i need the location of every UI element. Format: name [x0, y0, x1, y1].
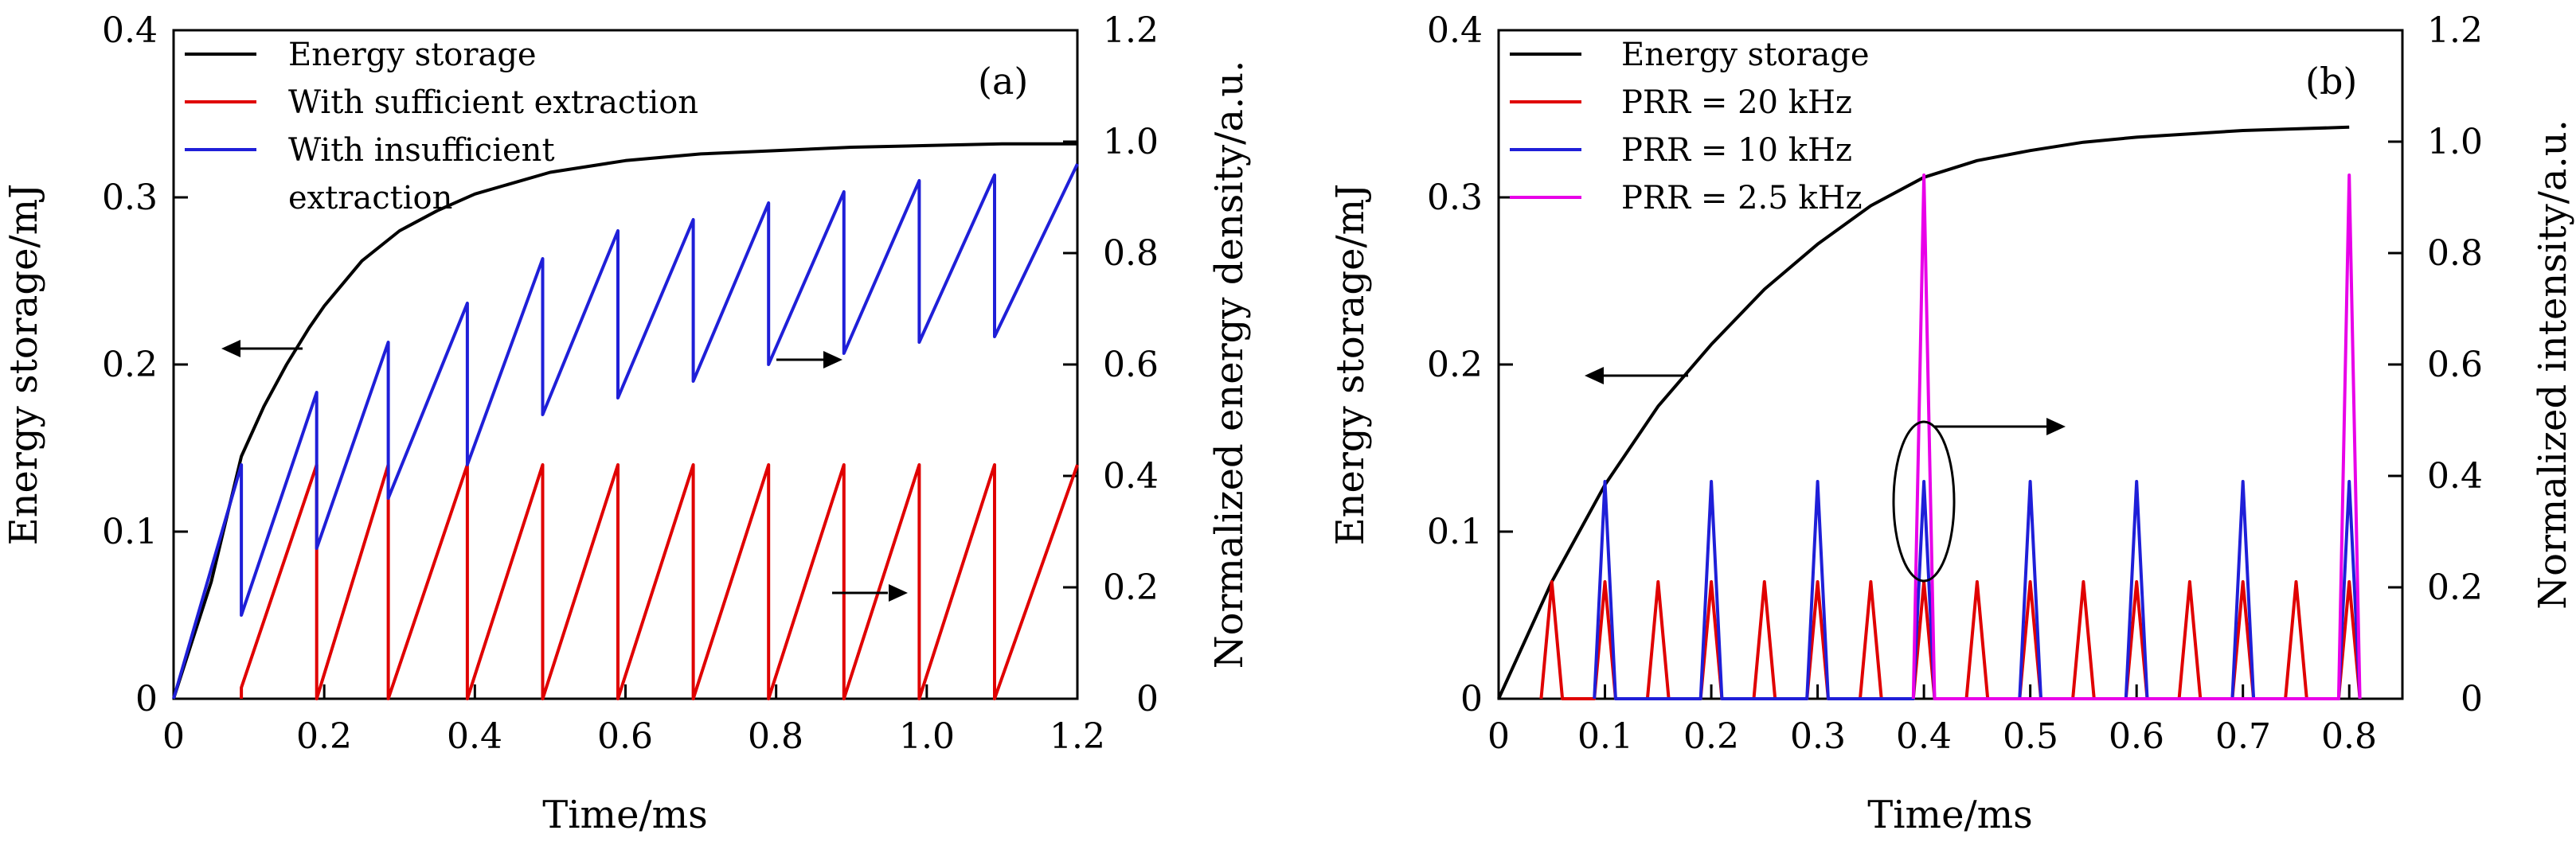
a-x-tick-label: 1.2 [1050, 716, 1105, 757]
a-arrow-right-sufficient [832, 584, 908, 602]
a-x-tick-label: 0.4 [447, 716, 502, 757]
panel-b-y2-tick-labels: 0 0.2 0.4 0.6 0.8 1.0 1.2 [2427, 10, 2483, 719]
a-x-tick-label: 0 [162, 716, 185, 757]
b-highlight-ellipse [1892, 420, 1956, 583]
b-y2-tick-label: 1.2 [2427, 10, 2483, 51]
b-x-tick-label: 0.3 [1790, 716, 1846, 757]
b-y2-tick-label: 1.0 [2427, 122, 2483, 162]
b-y2-axis-title: Normalized intensity/a.u. [2531, 119, 2575, 610]
b-legend-label-20khz: PRR = 20 kHz [1621, 84, 1852, 121]
a-y2-tick-label: 0 [1136, 679, 1159, 719]
a-legend-label-insufficient-2: extraction [288, 180, 452, 216]
b-y-tick-label: 0.2 [1427, 345, 1483, 385]
a-y2-tick-label: 1.0 [1103, 122, 1159, 162]
a-y2-axis-title: Normalized energy density/a.u. [1207, 60, 1252, 669]
a-series-with-sufficient-extraction [240, 463, 1079, 700]
a-y2-tick-label: 1.2 [1103, 10, 1159, 51]
a-legend-label-energy: Energy storage [288, 37, 537, 73]
panel-a-legend: Energy storage With sufficient extractio… [185, 37, 698, 216]
panel-a-ticks [172, 29, 1079, 700]
a-x-tick-label: 0.2 [296, 716, 352, 757]
b-y-tick-label: 0 [1460, 679, 1483, 719]
a-y-axis-title: Energy storage/mJ [2, 184, 46, 546]
b-x-tick-label: 0.1 [1577, 716, 1633, 757]
a-y-tick-label: 0.3 [102, 177, 158, 218]
panel-a-y2-tick-labels: 0 0.2 0.4 0.6 0.8 1.0 1.2 [1103, 10, 1159, 719]
a-series-with-insufficient-extraction [172, 163, 1079, 700]
panel-b-series [1497, 125, 2362, 700]
b-series-prr-2-5-khz [1911, 173, 2362, 700]
a-y-tick-label: 0.4 [102, 10, 158, 51]
panel-b-y-tick-labels: 0 0.1 0.2 0.3 0.4 [1427, 10, 1483, 719]
b-y2-tick-label: 0 [2461, 679, 2483, 719]
a-y2-tick-label: 0.2 [1103, 567, 1159, 608]
panel-a-x-tick-labels: 0 0.2 0.4 0.6 0.8 1.0 1.2 [162, 716, 1105, 757]
a-y2-tick-label: 0.4 [1103, 456, 1159, 497]
panel-a-plot-frame [172, 29, 1079, 700]
panel-a-series [172, 142, 1079, 700]
b-y-tick-label: 0.4 [1427, 10, 1483, 51]
panel-b-legend: Energy storage PRR = 20 kHz PRR = 10 kHz… [1510, 37, 1870, 216]
b-y-tick-label: 0.1 [1427, 512, 1483, 552]
a-series-energy-storage [172, 142, 1077, 700]
b-x-tick-label: 0.6 [2109, 716, 2164, 757]
b-y2-tick-label: 0.6 [2427, 345, 2483, 385]
b-panel-label: (b) [2305, 60, 2357, 103]
b-y-tick-label: 0.3 [1427, 177, 1483, 218]
b-legend-label-energy: Energy storage [1621, 37, 1870, 73]
a-y2-tick-label: 0.6 [1103, 345, 1159, 385]
a-arrow-right-insufficient [776, 351, 842, 368]
b-legend-label-2-5khz: PRR = 2.5 kHz [1621, 180, 1863, 216]
a-x-tick-label: 0.6 [597, 716, 653, 757]
panel-b-ticks [1497, 29, 2402, 700]
b-x-tick-label: 0.7 [2215, 716, 2271, 757]
b-legend-label-10khz: PRR = 10 kHz [1621, 132, 1852, 169]
b-x-axis-title: Time/ms [1867, 793, 2033, 837]
panel-a-y-tick-labels: 0 0.1 0.2 0.3 0.4 [102, 10, 158, 719]
a-x-tick-label: 0.8 [748, 716, 803, 757]
b-y2-tick-label: 0.4 [2427, 456, 2483, 497]
a-y-tick-label: 0 [135, 679, 158, 719]
panel-b-x-tick-labels: 0 0.1 0.2 0.3 0.4 0.5 0.6 0.7 0.8 [1487, 716, 2377, 757]
a-x-axis-title: Time/ms [542, 793, 708, 837]
a-y2-tick-label: 0.8 [1103, 233, 1159, 274]
panel-a: 0 0.2 0.4 0.6 0.8 1.0 1.2 0 0.1 0.2 0.3 … [2, 10, 1252, 837]
b-x-tick-label: 0.8 [2321, 716, 2377, 757]
b-x-tick-label: 0 [1487, 716, 1510, 757]
a-legend-label-insufficient: With insufficient [288, 132, 555, 169]
a-panel-label: (a) [978, 60, 1028, 103]
b-x-tick-label: 0.4 [1896, 716, 1952, 757]
a-arrow-left-energy [221, 340, 303, 357]
b-arrow-right-intensity [1933, 418, 2066, 435]
a-legend-label-sufficient: With sufficient extraction [288, 84, 698, 121]
b-arrow-left-energy [1585, 367, 1688, 384]
b-y2-tick-label: 0.2 [2427, 567, 2483, 608]
b-x-tick-label: 0.5 [2003, 716, 2058, 757]
a-x-tick-label: 1.0 [899, 716, 955, 757]
a-y-tick-label: 0.2 [102, 345, 158, 385]
b-y-axis-title: Energy storage/mJ [1328, 184, 1373, 546]
b-y2-tick-label: 0.8 [2427, 233, 2483, 274]
panel-b: 0 0.1 0.2 0.3 0.4 0.5 0.6 0.7 0.8 0 0.1 … [1328, 10, 2575, 837]
b-x-tick-label: 0.2 [1683, 716, 1739, 757]
a-y-tick-label: 0.1 [102, 512, 158, 552]
